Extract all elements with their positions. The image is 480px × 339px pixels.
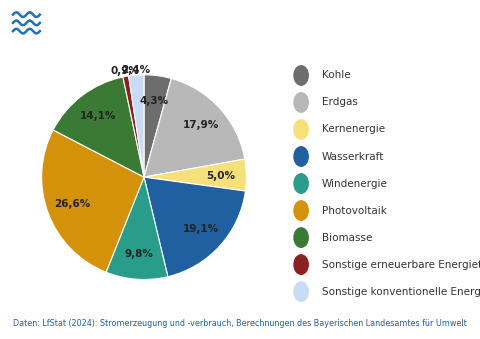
- Circle shape: [294, 255, 308, 274]
- Text: Sonstige konventionelle Energieträger: Sonstige konventionelle Energieträger: [322, 286, 480, 297]
- Text: Struktur der Bruttostromerzeugung in Bayern 2023: Struktur der Bruttostromerzeugung in Bay…: [48, 15, 480, 31]
- Circle shape: [294, 201, 308, 220]
- Wedge shape: [144, 75, 171, 177]
- Circle shape: [294, 93, 308, 112]
- Text: 9,8%: 9,8%: [124, 249, 153, 259]
- Wedge shape: [106, 177, 168, 279]
- Wedge shape: [129, 75, 144, 177]
- Circle shape: [294, 174, 308, 193]
- Wedge shape: [123, 76, 144, 177]
- Wedge shape: [53, 77, 144, 177]
- Text: 19,1%: 19,1%: [183, 224, 219, 234]
- Text: 26,6%: 26,6%: [54, 199, 90, 209]
- Text: 2,4%: 2,4%: [121, 65, 150, 75]
- Text: 14,1%: 14,1%: [79, 111, 116, 121]
- Text: Biomasse: Biomasse: [322, 233, 372, 243]
- Text: Kernenergie: Kernenergie: [322, 124, 385, 135]
- Circle shape: [294, 147, 308, 166]
- Wedge shape: [42, 130, 144, 272]
- Text: Photovoltaik: Photovoltaik: [322, 205, 386, 216]
- Wedge shape: [144, 177, 245, 277]
- Wedge shape: [144, 159, 246, 191]
- Text: Windenergie: Windenergie: [322, 179, 387, 188]
- Circle shape: [294, 228, 308, 247]
- Text: Daten: LfStat (2024): Stromerzeugung und -verbrauch, Berechnungen des Bayerische: Daten: LfStat (2024): Stromerzeugung und…: [13, 319, 467, 328]
- Text: Wasserkraft: Wasserkraft: [322, 152, 384, 161]
- Text: Kohle: Kohle: [322, 71, 350, 80]
- Text: 17,9%: 17,9%: [182, 120, 219, 131]
- Circle shape: [0, 5, 218, 41]
- Circle shape: [294, 120, 308, 139]
- Text: Erdgas: Erdgas: [322, 98, 358, 107]
- Text: 5,0%: 5,0%: [206, 171, 235, 181]
- Text: 4,3%: 4,3%: [140, 96, 169, 106]
- Circle shape: [294, 66, 308, 85]
- Text: 0,9%: 0,9%: [110, 66, 139, 76]
- Wedge shape: [144, 78, 245, 177]
- Circle shape: [294, 282, 308, 301]
- Text: Sonstige erneuerbare Energieträger: Sonstige erneuerbare Energieträger: [322, 260, 480, 270]
